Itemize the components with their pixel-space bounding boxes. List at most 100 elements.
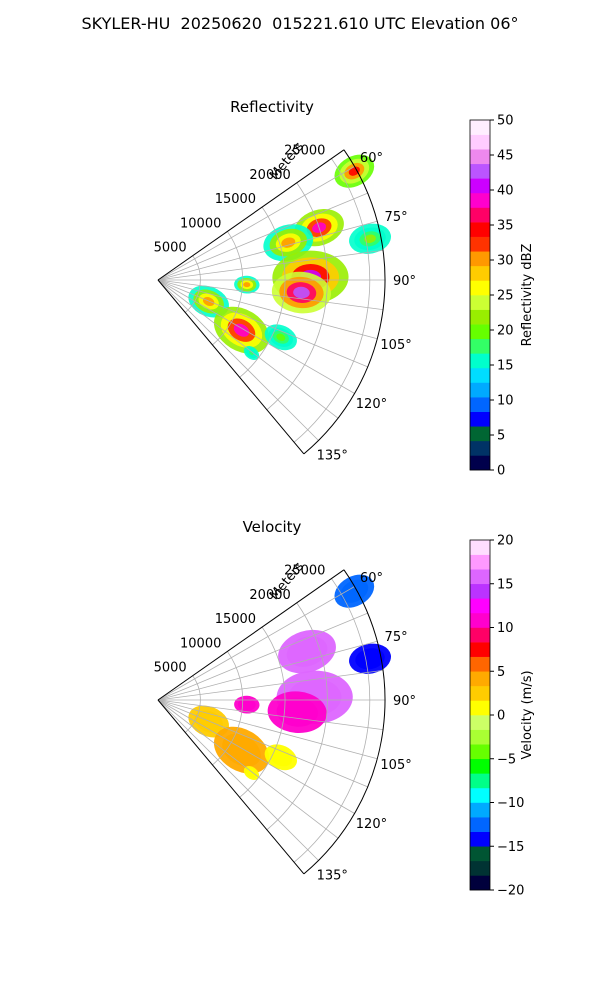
sector-edge (157, 699, 305, 875)
azimuth-gridline (157, 279, 384, 311)
colorbar-segment (470, 163, 490, 179)
echo-cell (281, 237, 296, 248)
azimuth-tick-label: 135° (317, 868, 348, 883)
colorbar-segment (470, 295, 490, 310)
colorbar-segment (470, 817, 490, 832)
colorbar-segment (470, 134, 490, 150)
colorbar-tick-label: −20 (497, 884, 524, 899)
range-tick-label: 25000 (284, 564, 325, 579)
colorbar-segment (470, 207, 490, 223)
echo-cell (269, 748, 293, 767)
colorbar-segment (470, 222, 490, 237)
colorbar-segment (470, 397, 490, 412)
colorbar-segment (470, 569, 490, 585)
azimuth-tick-label: 135° (317, 448, 348, 463)
colorbar-tick-label: 40 (497, 184, 514, 199)
azimuth-gridline (157, 192, 368, 281)
range-tick-label: 10000 (180, 636, 221, 651)
azimuth-gridline (157, 279, 378, 340)
figure-title: SKYLER-HU 20250620 015221.610 UTC Elevat… (81, 14, 519, 33)
azimuth-gridline (157, 249, 384, 281)
echo-cell (340, 579, 369, 603)
azimuth-gridline (157, 699, 355, 814)
echo-cell (348, 166, 360, 176)
range-tick-label: 10000 (180, 216, 221, 231)
colorbar-segment (470, 426, 490, 442)
colorbar-segment (470, 120, 490, 135)
azimuth-tick-label: 90° (393, 694, 416, 709)
colorbar-tick-label: −5 (497, 752, 516, 767)
colorbar-tick-label: 35 (497, 219, 514, 234)
azimuth-tick-label: 120° (356, 397, 387, 412)
reflectivity-panel: Reflectivity 5000 10000 15000 20000 25000 60° 7… (154, 98, 535, 479)
colorbar-tick-label: 15 (497, 577, 514, 592)
azimuth-gridline (157, 699, 368, 788)
colorbar-tick-label: 30 (497, 254, 514, 269)
colorbar-tick-label: 5 (497, 429, 505, 444)
colorbar-tick-label: 10 (497, 394, 514, 409)
azimuth-gridline (157, 669, 384, 701)
colorbar-label: Reflectivity dBZ (520, 244, 535, 347)
colorbar-segment (470, 744, 490, 760)
azimuth-gridline (157, 220, 378, 281)
colorbar-segment (470, 598, 490, 614)
colorbar-tick-label: 45 (497, 149, 514, 164)
colorbar-tick-label: 20 (497, 534, 514, 549)
colorbar-tick-label: 0 (497, 709, 505, 724)
azimuth-tick-label: 105° (380, 338, 411, 353)
colorbar-segment (470, 715, 490, 730)
echo-cell (194, 710, 223, 733)
panel-title: Reflectivity (230, 98, 314, 116)
azimuth-gridline (157, 612, 368, 701)
colorbar-segment (470, 627, 490, 643)
colorbar-segment (470, 656, 490, 672)
azimuth-tick-label: 60° (360, 151, 383, 166)
azimuth-gridline (157, 279, 368, 368)
colorbar-segment (470, 338, 490, 354)
colorbar-segment (470, 700, 490, 716)
azimuth-tick-label: 75° (385, 210, 408, 225)
velocity-panel: Velocity 5000 10000 15000 20000 25000 60° 75° 90… (154, 518, 535, 899)
echo-cell (364, 234, 376, 244)
sector-arc (303, 149, 386, 455)
echo-cell (246, 768, 257, 778)
echo-cell (233, 323, 250, 337)
azimuth-gridline (157, 279, 355, 394)
colorbar-label: Velocity (m/s) (520, 670, 535, 759)
sector-edge (157, 149, 345, 281)
colorbar-segment (470, 280, 490, 296)
colorbar-tick-label: 10 (497, 621, 514, 636)
colorbar-tick-label: 20 (497, 324, 514, 339)
echo-cell (293, 286, 310, 299)
colorbar-segment (470, 309, 490, 325)
azimuth-gridline (157, 166, 355, 281)
colorbar-segment (470, 353, 490, 369)
colorbar-segment (470, 192, 490, 208)
colorbar-tick-label: 25 (497, 289, 514, 304)
colorbar-segment (470, 324, 490, 340)
azimuth-tick-label: 90° (393, 274, 416, 289)
colorbar-segment (470, 787, 490, 803)
colorbar-segment (470, 671, 490, 687)
colorbar-segment (470, 554, 490, 570)
echo-cell (286, 636, 328, 667)
panel-title: Velocity (243, 518, 302, 536)
azimuth-tick-label: 75° (385, 630, 408, 645)
colorbar-segment (470, 236, 490, 252)
range-tick-label: 15000 (215, 612, 256, 627)
colorbar-segment (470, 802, 490, 818)
colorbar-segment (470, 773, 490, 789)
colorbar-segment (470, 455, 490, 471)
echo-cell (202, 297, 215, 306)
colorbar-segment (470, 642, 490, 657)
colorbar-tick-label: 15 (497, 359, 514, 374)
azimuth-gridline (157, 699, 319, 861)
colorbar-segment (470, 860, 490, 876)
colorbar-segment (470, 178, 490, 194)
echo-cell (355, 648, 385, 670)
colorbar-segment (470, 831, 490, 847)
range-tick-label: 15000 (215, 192, 256, 207)
azimuth-tick-label: 120° (356, 817, 387, 832)
azimuth-gridline (157, 640, 378, 701)
colorbar-segment (470, 612, 490, 628)
